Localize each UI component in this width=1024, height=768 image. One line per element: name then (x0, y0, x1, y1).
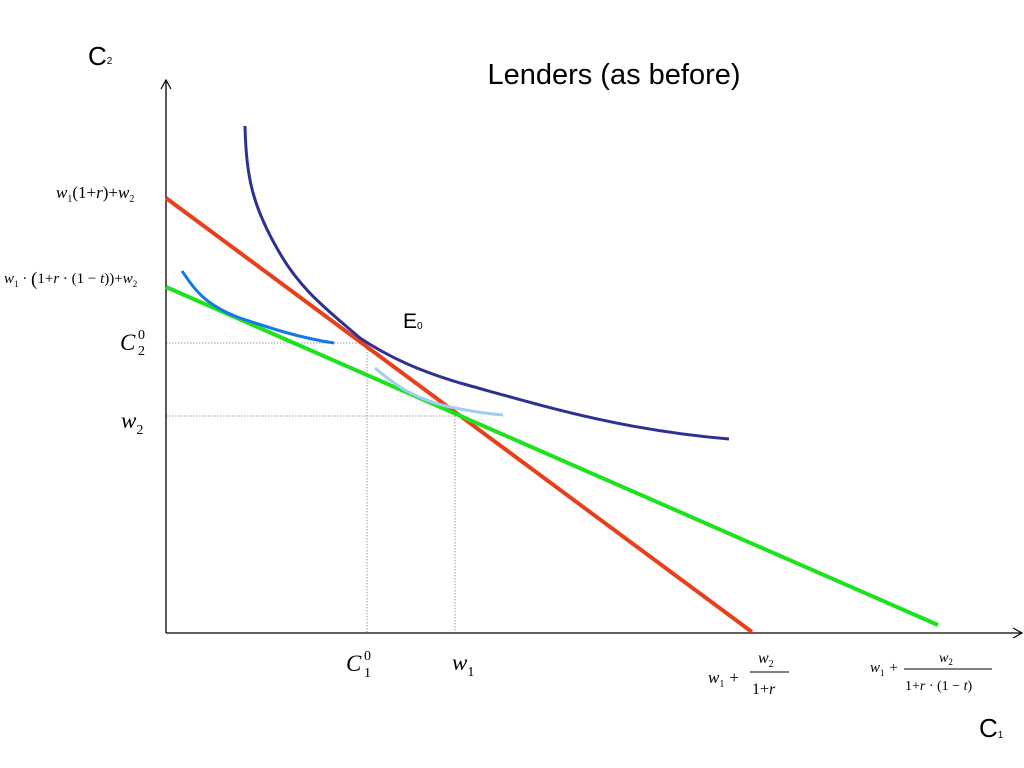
svg-text:w1+: w1 + (870, 660, 898, 678)
x-tick-present-value: w1 + w2 1+r (708, 650, 789, 698)
y-tick-w2: w2 (121, 408, 143, 438)
y-axis-label: C2 (88, 41, 113, 71)
y-tick-c20-sup: 0 (138, 328, 145, 343)
chart-title: Lenders (as before) (487, 59, 740, 91)
y-tick-c20: C (120, 330, 136, 355)
y-tick-endowment-value: w1(1+r)+w2 (56, 183, 134, 205)
equilibrium-label: E0 (403, 310, 423, 333)
indifference-curve-left (180, 270, 335, 345)
indifference-curve-high (243, 125, 730, 441)
after-tax-budget-line (165, 285, 939, 627)
svg-text:1+r: 1+r (752, 681, 776, 698)
svg-text:w2: w2 (939, 651, 953, 667)
svg-text:1+r · (1 − t): 1+r · (1 − t) (905, 679, 972, 694)
y-tick-c20-sub: 2 (138, 344, 145, 359)
indifference-curve-light (374, 366, 504, 417)
x-tick-c10-sup: 0 (364, 649, 371, 664)
x-tick-c10: C (346, 651, 362, 676)
y-tick-after-tax-value: w1 · (1+r · (1 − t))+w2 (4, 269, 137, 290)
svg-text:w2: w2 (758, 650, 774, 670)
x-tick-after-tax-present-value: w1 + w2 1+r · (1 − t) (870, 651, 992, 694)
x-tick-w1: w1 (452, 650, 474, 680)
svg-text:w1+: w1 + (708, 668, 739, 690)
x-axis-label: C1 (979, 713, 1004, 743)
x-tick-c10-sub: 1 (364, 666, 371, 681)
